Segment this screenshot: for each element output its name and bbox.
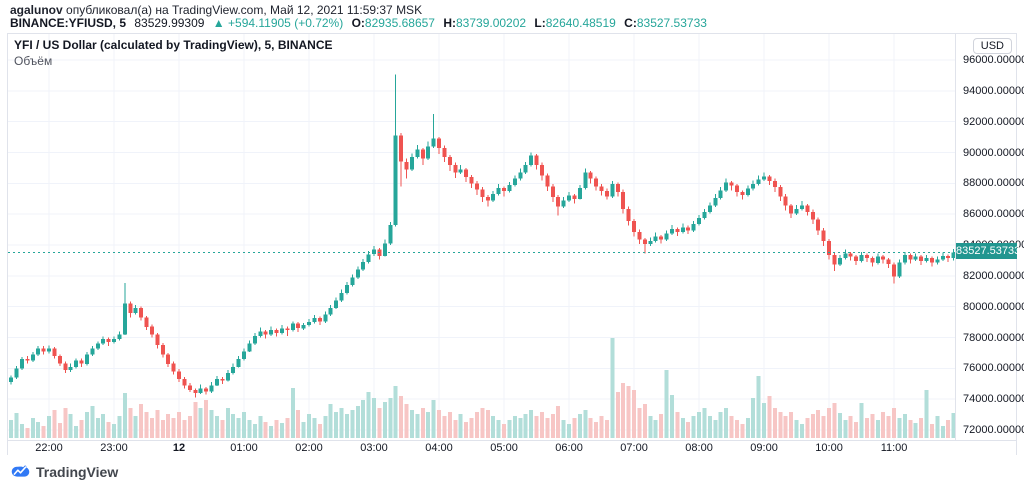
symbol-stats-bar: BINANCE:YFIUSD, 5 83529.99309 ▲ +594.119… bbox=[10, 16, 707, 30]
currency-badge[interactable]: USD bbox=[972, 38, 1012, 54]
candlestick-chart[interactable] bbox=[8, 34, 955, 440]
price-tick-label: 96000.00000 bbox=[963, 54, 1024, 66]
price-axis[interactable]: USD 83527.53733 96000.00000 94000.00000 92… bbox=[955, 34, 1024, 440]
price-tick-label: 74000.00000 bbox=[963, 393, 1024, 406]
price-tick-label: 90000.00000 bbox=[963, 146, 1024, 159]
time-tick-label: 04:00 bbox=[425, 442, 453, 454]
volume-legend-label[interactable]: Объём bbox=[14, 54, 53, 68]
footer: TradingView bbox=[10, 460, 118, 483]
tradingview-brand[interactable]: TradingView bbox=[36, 463, 119, 480]
price-chart-canvas[interactable] bbox=[8, 34, 955, 440]
price-tick-label: 76000.00000 bbox=[963, 362, 1024, 375]
time-tick-label: 09:00 bbox=[750, 442, 778, 454]
time-tick-label: 06:00 bbox=[555, 442, 583, 454]
low-label: L: bbox=[534, 16, 546, 30]
chart-legend: YFI / US Dollar (calculated by TradingVi… bbox=[14, 39, 333, 67]
time-tick-label: 05:00 bbox=[490, 442, 518, 454]
high-label: H: bbox=[443, 16, 456, 30]
time-tick-label: 03:00 bbox=[360, 442, 388, 454]
symbol-name[interactable]: BINANCE:YFIUSD, 5 bbox=[10, 16, 127, 30]
author-username[interactable]: agalunov bbox=[10, 3, 63, 17]
time-tick-label: 08:00 bbox=[685, 442, 713, 454]
time-tick-label: 11:00 bbox=[880, 442, 908, 454]
time-tick-label: 10:00 bbox=[815, 442, 843, 454]
published-byline: agalunov опубликовал(а) на TradingView.c… bbox=[10, 3, 422, 17]
tradingview-logo-icon[interactable] bbox=[10, 461, 31, 482]
chart-frame: YFI / US Dollar (calculated by TradingVi… bbox=[7, 33, 1024, 455]
price-tick-label: 72000.00000 bbox=[963, 424, 1024, 436]
high-value: 83739.00202 bbox=[456, 16, 527, 30]
time-tick-label: 22:00 bbox=[35, 442, 63, 454]
time-axis[interactable]: 22:00 23:00 12 01:00 02:00 03:00 04:00 05:00 06:… bbox=[8, 440, 1016, 455]
price-tick-label: 80000.00000 bbox=[963, 300, 1024, 313]
last-price-value: 83529.99309 bbox=[134, 16, 205, 30]
open-value: 82935.68657 bbox=[364, 16, 435, 30]
open-label: O: bbox=[351, 16, 365, 30]
last-price-badge: 83527.53733 bbox=[956, 243, 1021, 260]
price-tick-label: 86000.00000 bbox=[963, 208, 1024, 221]
price-tick-label: 94000.00000 bbox=[963, 84, 1024, 97]
price-change-value: +594.11905 (+0.72%) bbox=[228, 16, 344, 30]
price-tick-label: 92000.00000 bbox=[963, 115, 1024, 128]
up-arrow-icon: ▲ bbox=[212, 16, 225, 30]
byline-text: опубликовал(а) на TradingView.com, Май 1… bbox=[62, 3, 423, 17]
close-label: C: bbox=[624, 16, 637, 30]
close-value: 83527.53733 bbox=[636, 16, 707, 30]
low-value: 82640.48519 bbox=[545, 16, 616, 30]
time-tick-label: 23:00 bbox=[100, 442, 128, 454]
price-tick-label: 88000.00000 bbox=[963, 177, 1024, 190]
chart-legend-title[interactable]: YFI / US Dollar (calculated by TradingVi… bbox=[14, 38, 333, 52]
price-tick-label: 78000.00000 bbox=[963, 331, 1024, 344]
time-tick-label: 01:00 bbox=[230, 442, 258, 454]
time-tick-label: 02:00 bbox=[295, 442, 323, 454]
time-tick-label: 07:00 bbox=[620, 442, 648, 454]
time-tick-label: 12 bbox=[172, 442, 186, 454]
price-tick-label: 82000.00000 bbox=[963, 269, 1024, 282]
